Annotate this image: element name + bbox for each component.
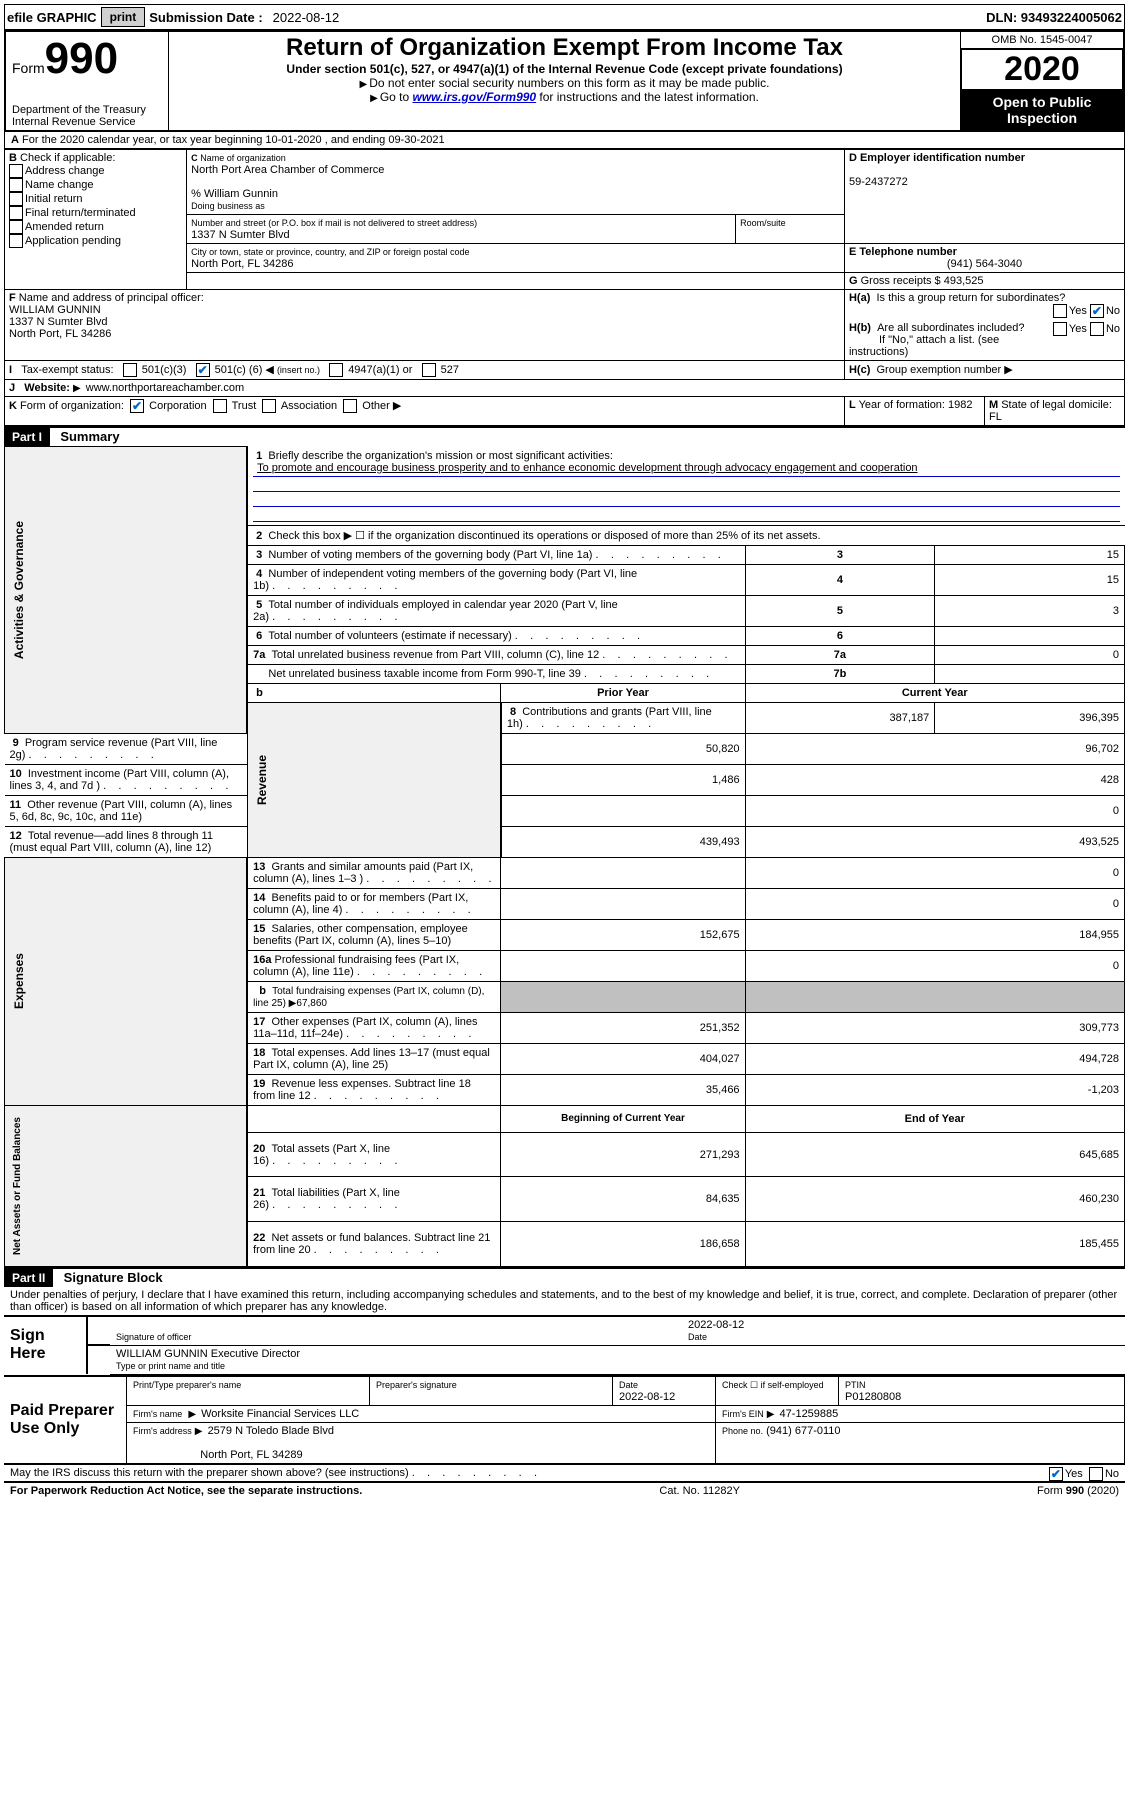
- chk-irs-no[interactable]: [1089, 1467, 1103, 1481]
- dln: DLN: 93493224005062: [986, 10, 1122, 25]
- form-version: Form 990 (2020): [1037, 1485, 1119, 1497]
- side-governance: Activities & Governance: [10, 513, 28, 667]
- penalty-statement: Under penalties of perjury, I declare th…: [4, 1287, 1125, 1315]
- chk-final-return[interactable]: [9, 206, 23, 220]
- paid-preparer-label: Paid Preparer Use Only: [4, 1376, 127, 1464]
- efile-label: efile GRAPHIC: [7, 10, 97, 25]
- chk-trust[interactable]: [213, 399, 227, 413]
- chk-hb-no[interactable]: [1090, 322, 1104, 336]
- side-expenses: Expenses: [10, 945, 28, 1017]
- chk-name-change[interactable]: [9, 178, 23, 192]
- chk-address-change[interactable]: [9, 164, 23, 178]
- chk-association[interactable]: [262, 399, 276, 413]
- catalog-number: Cat. No. 11282Y: [659, 1485, 740, 1497]
- gross-receipts: 493,525: [944, 275, 984, 287]
- val-6: [935, 626, 1125, 645]
- tax-year: 2020: [961, 49, 1123, 90]
- website[interactable]: www.northportareachamber.com: [86, 382, 244, 394]
- header-section: Form990 Department of the Treasury Inter…: [4, 30, 1125, 132]
- chk-527[interactable]: [422, 363, 436, 377]
- dept-treasury: Department of the Treasury: [12, 104, 162, 116]
- val-7b: [935, 664, 1125, 683]
- org-name: North Port Area Chamber of Commerce: [191, 164, 384, 176]
- open-inspection: Open to PublicInspection: [961, 90, 1123, 130]
- submission-label: Submission Date :: [149, 10, 262, 25]
- chk-ha-yes[interactable]: [1053, 304, 1067, 318]
- signature-table: Sign Here Signature of officer 2022-08-1…: [4, 1315, 1125, 1375]
- street-address: 1337 N Sumter Blvd: [191, 229, 289, 241]
- side-revenue: Revenue: [253, 747, 271, 813]
- year-formation: 1982: [948, 399, 972, 411]
- ptin: P01280808: [845, 1391, 901, 1403]
- chk-application-pending[interactable]: [9, 234, 23, 248]
- firm-addr2: North Port, FL 34289: [200, 1449, 302, 1461]
- topbar: efile GRAPHIC print Submission Date : 20…: [4, 4, 1125, 30]
- chk-hb-yes[interactable]: [1053, 322, 1067, 336]
- officer-addr1: 1337 N Sumter Blvd: [9, 316, 107, 328]
- firm-phone: (941) 677-0110: [766, 1425, 840, 1437]
- val-3: 15: [935, 545, 1125, 564]
- firm-name: Worksite Financial Services LLC: [201, 1408, 359, 1420]
- instr-goto-post: for instructions and the latest informat…: [536, 90, 759, 104]
- val-5: 3: [935, 595, 1125, 626]
- print-button[interactable]: print: [101, 7, 146, 27]
- chk-4947a1[interactable]: [329, 363, 343, 377]
- info-block: B Check if applicable: Address change Na…: [4, 149, 1125, 426]
- fundraising-expenses: 67,860: [296, 998, 327, 1009]
- section-a: A For the 2020 calendar year, or tax yea…: [4, 132, 1125, 149]
- omb-number: OMB No. 1545-0047: [961, 31, 1125, 49]
- part-ii-header: Part II: [4, 1269, 53, 1287]
- officer-name: WILLIAM GUNNIN: [9, 304, 101, 316]
- city-state-zip: North Port, FL 34286: [191, 258, 293, 270]
- telephone: (941) 564-3040: [849, 258, 1120, 270]
- val-7a: 0: [935, 645, 1125, 664]
- form990-link[interactable]: www.irs.gov/Form990: [413, 90, 537, 104]
- form-subtitle: Under section 501(c), 527, or 4947(a)(1)…: [175, 62, 954, 76]
- officer-addr2: North Port, FL 34286: [9, 328, 111, 340]
- dept-irs: Internal Revenue Service: [12, 116, 162, 128]
- preparer-table: Paid Preparer Use Only Print/Type prepar…: [4, 1375, 1125, 1465]
- val-4: 15: [935, 564, 1125, 595]
- summary-table: Activities & Governance 1 Briefly descri…: [4, 446, 1125, 1267]
- firm-addr1: 2579 N Toledo Blade Blvd: [208, 1425, 334, 1437]
- chk-amended-return[interactable]: [9, 220, 23, 234]
- chk-ha-no[interactable]: [1090, 304, 1104, 318]
- instr-goto-pre: Go to: [380, 90, 413, 104]
- side-net-assets: Net Assets or Fund Balances: [10, 1109, 25, 1263]
- form-word: Form: [12, 60, 45, 76]
- mission-text: To promote and encourage business prospe…: [253, 462, 1119, 477]
- state-domicile: FL: [989, 411, 1002, 423]
- instr-ssn: Do not enter social security numbers on …: [369, 76, 769, 90]
- chk-other[interactable]: [343, 399, 357, 413]
- irs-discuss-question: May the IRS discuss this return with the…: [10, 1467, 537, 1479]
- footer: For Paperwork Reduction Act Notice, see …: [4, 1483, 1125, 1499]
- box-b-label: Check if applicable:: [20, 152, 115, 164]
- chk-initial-return[interactable]: [9, 192, 23, 206]
- firm-ein: 47-1259885: [780, 1408, 839, 1420]
- officer-printed-name: WILLIAM GUNNIN Executive Director: [116, 1348, 300, 1360]
- form-title: Return of Organization Exempt From Incom…: [175, 34, 954, 62]
- chk-irs-yes[interactable]: [1049, 1467, 1063, 1481]
- submission-date: 2022-08-12: [267, 10, 346, 25]
- care-of: % William Gunnin: [191, 188, 278, 200]
- chk-501c3[interactable]: [123, 363, 137, 377]
- prep-date: 2022-08-12: [619, 1391, 675, 1403]
- part-i-header: Part I: [4, 428, 50, 446]
- form-number: 990: [45, 34, 118, 83]
- ein: 59-2437272: [849, 176, 908, 188]
- sign-here-label: Sign Here: [4, 1316, 87, 1375]
- pra-notice: For Paperwork Reduction Act Notice, see …: [10, 1485, 362, 1497]
- sig-date-value: 2022-08-12: [688, 1319, 744, 1331]
- chk-501c[interactable]: [196, 363, 210, 377]
- chk-corporation[interactable]: [130, 399, 144, 413]
